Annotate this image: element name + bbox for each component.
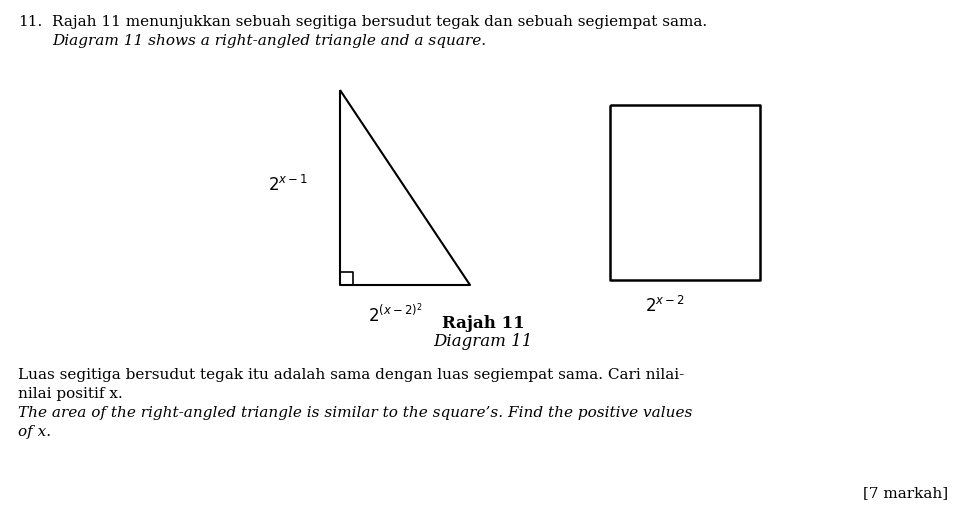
Text: Luas segitiga bersudut tegak itu adalah sama dengan luas segiempat sama. Cari ni: Luas segitiga bersudut tegak itu adalah … <box>18 368 685 382</box>
Text: of x.: of x. <box>18 425 51 439</box>
Text: $2^{(x-2)^2}$: $2^{(x-2)^2}$ <box>367 303 423 327</box>
Text: Rajah 11 menunjukkan sebuah segitiga bersudut tegak dan sebuah segiempat sama.: Rajah 11 menunjukkan sebuah segitiga ber… <box>52 15 707 29</box>
Text: 11.: 11. <box>18 15 43 29</box>
Text: [7 markah]: [7 markah] <box>863 486 948 500</box>
Text: nilai positif x.: nilai positif x. <box>18 387 123 401</box>
Text: $2^{x-2}$: $2^{x-2}$ <box>645 296 686 316</box>
Text: Diagram 11: Diagram 11 <box>433 333 533 350</box>
Text: Diagram 11 shows a right-angled triangle and a square.: Diagram 11 shows a right-angled triangle… <box>52 34 486 48</box>
Text: $2^{x-1}$: $2^{x-1}$ <box>268 175 308 195</box>
Text: Rajah 11: Rajah 11 <box>442 315 524 332</box>
Text: The area of the right-angled triangle is similar to the square’s. Find the posit: The area of the right-angled triangle is… <box>18 406 692 420</box>
